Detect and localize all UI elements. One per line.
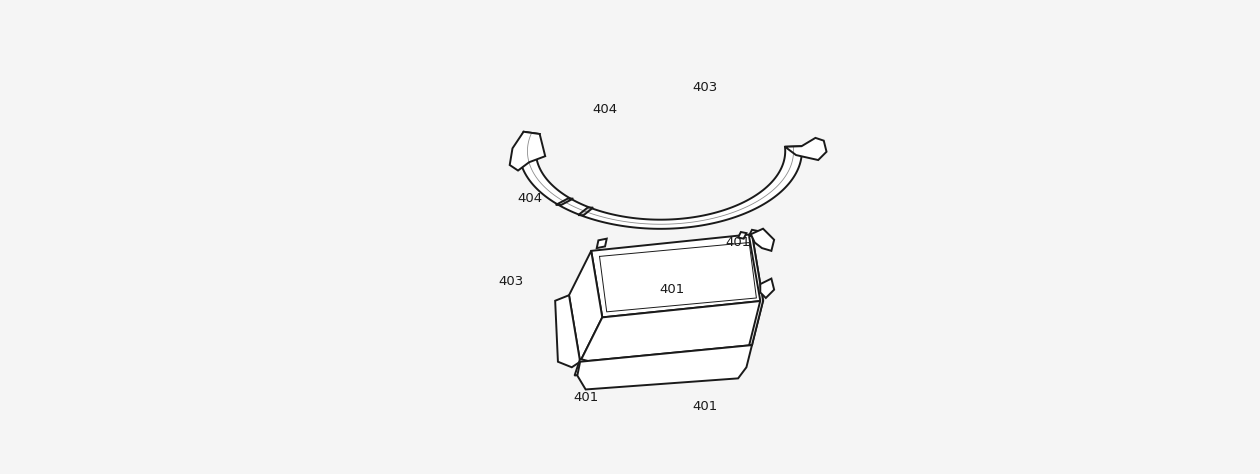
Text: 401: 401	[573, 391, 598, 404]
Text: 403: 403	[692, 81, 717, 94]
Text: 401: 401	[726, 236, 751, 249]
Text: 404: 404	[518, 191, 543, 205]
Polygon shape	[750, 230, 757, 237]
Polygon shape	[785, 138, 827, 160]
Polygon shape	[570, 251, 602, 362]
Text: 401: 401	[692, 400, 717, 412]
Text: 403: 403	[498, 275, 523, 288]
Polygon shape	[580, 301, 764, 362]
Polygon shape	[577, 345, 752, 390]
Polygon shape	[519, 132, 801, 229]
Polygon shape	[556, 295, 580, 367]
Text: 401: 401	[659, 283, 684, 296]
Polygon shape	[556, 199, 573, 205]
Polygon shape	[760, 279, 774, 298]
Polygon shape	[591, 234, 764, 318]
Polygon shape	[738, 232, 746, 239]
Text: 404: 404	[592, 103, 617, 116]
Polygon shape	[578, 208, 593, 215]
Polygon shape	[510, 132, 546, 171]
Polygon shape	[597, 239, 607, 248]
Polygon shape	[751, 228, 774, 251]
Polygon shape	[575, 359, 591, 375]
Polygon shape	[750, 234, 764, 345]
